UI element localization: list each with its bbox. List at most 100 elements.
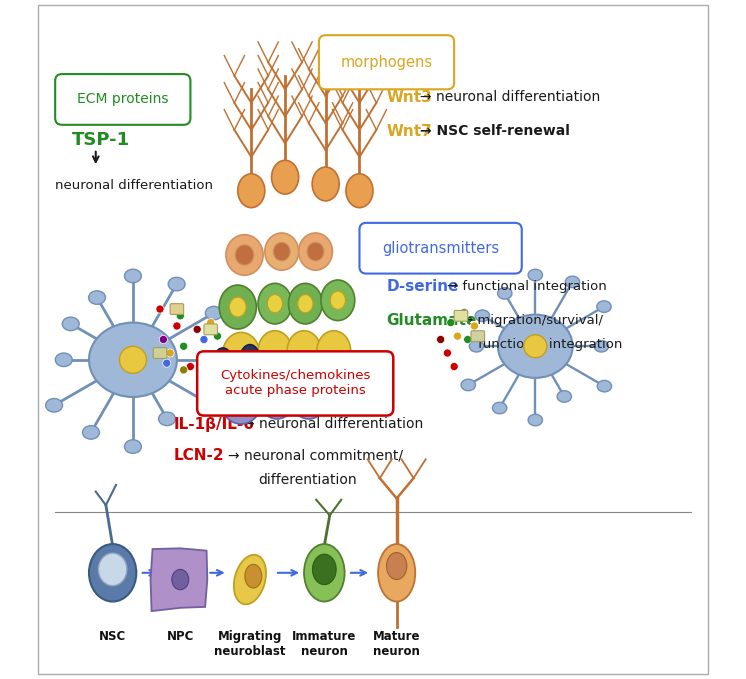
Ellipse shape bbox=[163, 359, 171, 367]
Text: differentiation: differentiation bbox=[258, 473, 357, 487]
Ellipse shape bbox=[173, 322, 181, 330]
Ellipse shape bbox=[463, 335, 471, 344]
FancyBboxPatch shape bbox=[360, 223, 521, 274]
Ellipse shape bbox=[378, 544, 416, 602]
Ellipse shape bbox=[524, 335, 547, 358]
Ellipse shape bbox=[461, 379, 475, 390]
Ellipse shape bbox=[298, 295, 313, 313]
Text: → migration/survival/: → migration/survival/ bbox=[463, 314, 604, 327]
FancyBboxPatch shape bbox=[197, 351, 393, 416]
Ellipse shape bbox=[597, 301, 611, 312]
Text: gliotransmitters: gliotransmitters bbox=[382, 241, 499, 256]
Ellipse shape bbox=[289, 368, 329, 419]
Text: NSC: NSC bbox=[99, 630, 126, 643]
Ellipse shape bbox=[257, 368, 297, 419]
Text: functional integration: functional integration bbox=[478, 338, 622, 352]
Ellipse shape bbox=[207, 318, 215, 327]
Ellipse shape bbox=[226, 235, 263, 275]
Ellipse shape bbox=[245, 564, 262, 588]
Ellipse shape bbox=[272, 160, 298, 194]
Text: Wnt3: Wnt3 bbox=[386, 90, 432, 105]
Text: TSP-1: TSP-1 bbox=[72, 131, 131, 149]
Ellipse shape bbox=[267, 295, 283, 313]
Ellipse shape bbox=[598, 380, 612, 392]
Ellipse shape bbox=[176, 312, 184, 320]
Text: Glutamate: Glutamate bbox=[386, 313, 477, 328]
Ellipse shape bbox=[273, 242, 290, 261]
Ellipse shape bbox=[528, 270, 542, 281]
Ellipse shape bbox=[386, 553, 407, 580]
PathPatch shape bbox=[151, 549, 207, 611]
Text: D-serine: D-serine bbox=[386, 279, 459, 294]
Ellipse shape bbox=[172, 570, 189, 589]
Ellipse shape bbox=[205, 306, 222, 320]
Text: morphogens: morphogens bbox=[340, 55, 433, 70]
Ellipse shape bbox=[186, 363, 195, 371]
Ellipse shape bbox=[229, 297, 246, 317]
FancyBboxPatch shape bbox=[454, 310, 468, 321]
Ellipse shape bbox=[89, 323, 177, 397]
Ellipse shape bbox=[307, 242, 324, 261]
Ellipse shape bbox=[119, 346, 146, 373]
Ellipse shape bbox=[235, 245, 254, 265]
Ellipse shape bbox=[450, 363, 458, 371]
Ellipse shape bbox=[89, 544, 137, 602]
Ellipse shape bbox=[160, 335, 167, 344]
Ellipse shape bbox=[243, 358, 257, 375]
Ellipse shape bbox=[289, 283, 322, 324]
Text: Mature
neuron: Mature neuron bbox=[373, 630, 421, 658]
Ellipse shape bbox=[298, 233, 333, 270]
Ellipse shape bbox=[498, 288, 512, 299]
Ellipse shape bbox=[528, 414, 542, 426]
Ellipse shape bbox=[313, 554, 336, 585]
Ellipse shape bbox=[216, 361, 230, 379]
FancyBboxPatch shape bbox=[319, 35, 454, 90]
Text: ECM proteins: ECM proteins bbox=[77, 92, 169, 107]
Text: NPC: NPC bbox=[166, 630, 194, 643]
FancyBboxPatch shape bbox=[170, 304, 184, 314]
Ellipse shape bbox=[55, 353, 72, 367]
Ellipse shape bbox=[447, 318, 455, 327]
FancyBboxPatch shape bbox=[55, 74, 190, 125]
Ellipse shape bbox=[200, 356, 208, 364]
Ellipse shape bbox=[211, 348, 235, 392]
Ellipse shape bbox=[492, 402, 507, 414]
Ellipse shape bbox=[436, 335, 445, 344]
Ellipse shape bbox=[595, 340, 609, 352]
FancyBboxPatch shape bbox=[204, 324, 218, 335]
Text: → neuronal differentiation: → neuronal differentiation bbox=[243, 417, 424, 431]
Text: IL-1β/IL-6: IL-1β/IL-6 bbox=[174, 416, 254, 432]
Ellipse shape bbox=[89, 291, 105, 304]
Ellipse shape bbox=[460, 308, 468, 316]
Ellipse shape bbox=[193, 325, 201, 333]
Text: → NSC self-renewal: → NSC self-renewal bbox=[420, 124, 570, 139]
Ellipse shape bbox=[125, 440, 142, 454]
Text: → functional integration: → functional integration bbox=[448, 280, 607, 293]
Ellipse shape bbox=[304, 544, 345, 602]
Ellipse shape bbox=[219, 285, 257, 329]
Ellipse shape bbox=[258, 331, 292, 371]
Ellipse shape bbox=[62, 317, 79, 331]
Ellipse shape bbox=[565, 276, 580, 288]
Ellipse shape bbox=[346, 174, 373, 208]
Ellipse shape bbox=[168, 277, 185, 291]
Ellipse shape bbox=[258, 283, 292, 324]
Text: LCN-2: LCN-2 bbox=[174, 448, 224, 463]
Ellipse shape bbox=[321, 280, 355, 320]
Ellipse shape bbox=[166, 349, 174, 357]
Ellipse shape bbox=[180, 342, 188, 350]
Ellipse shape bbox=[202, 353, 219, 367]
Ellipse shape bbox=[330, 291, 345, 310]
Ellipse shape bbox=[46, 399, 63, 412]
Ellipse shape bbox=[159, 412, 175, 426]
Ellipse shape bbox=[287, 331, 321, 371]
FancyBboxPatch shape bbox=[471, 331, 485, 342]
Ellipse shape bbox=[469, 340, 483, 352]
Ellipse shape bbox=[83, 426, 99, 439]
Ellipse shape bbox=[238, 344, 262, 388]
Text: neuronal differentiation: neuronal differentiation bbox=[55, 179, 213, 192]
Ellipse shape bbox=[557, 390, 571, 402]
Ellipse shape bbox=[213, 332, 222, 340]
Ellipse shape bbox=[219, 370, 263, 424]
Ellipse shape bbox=[498, 314, 573, 378]
